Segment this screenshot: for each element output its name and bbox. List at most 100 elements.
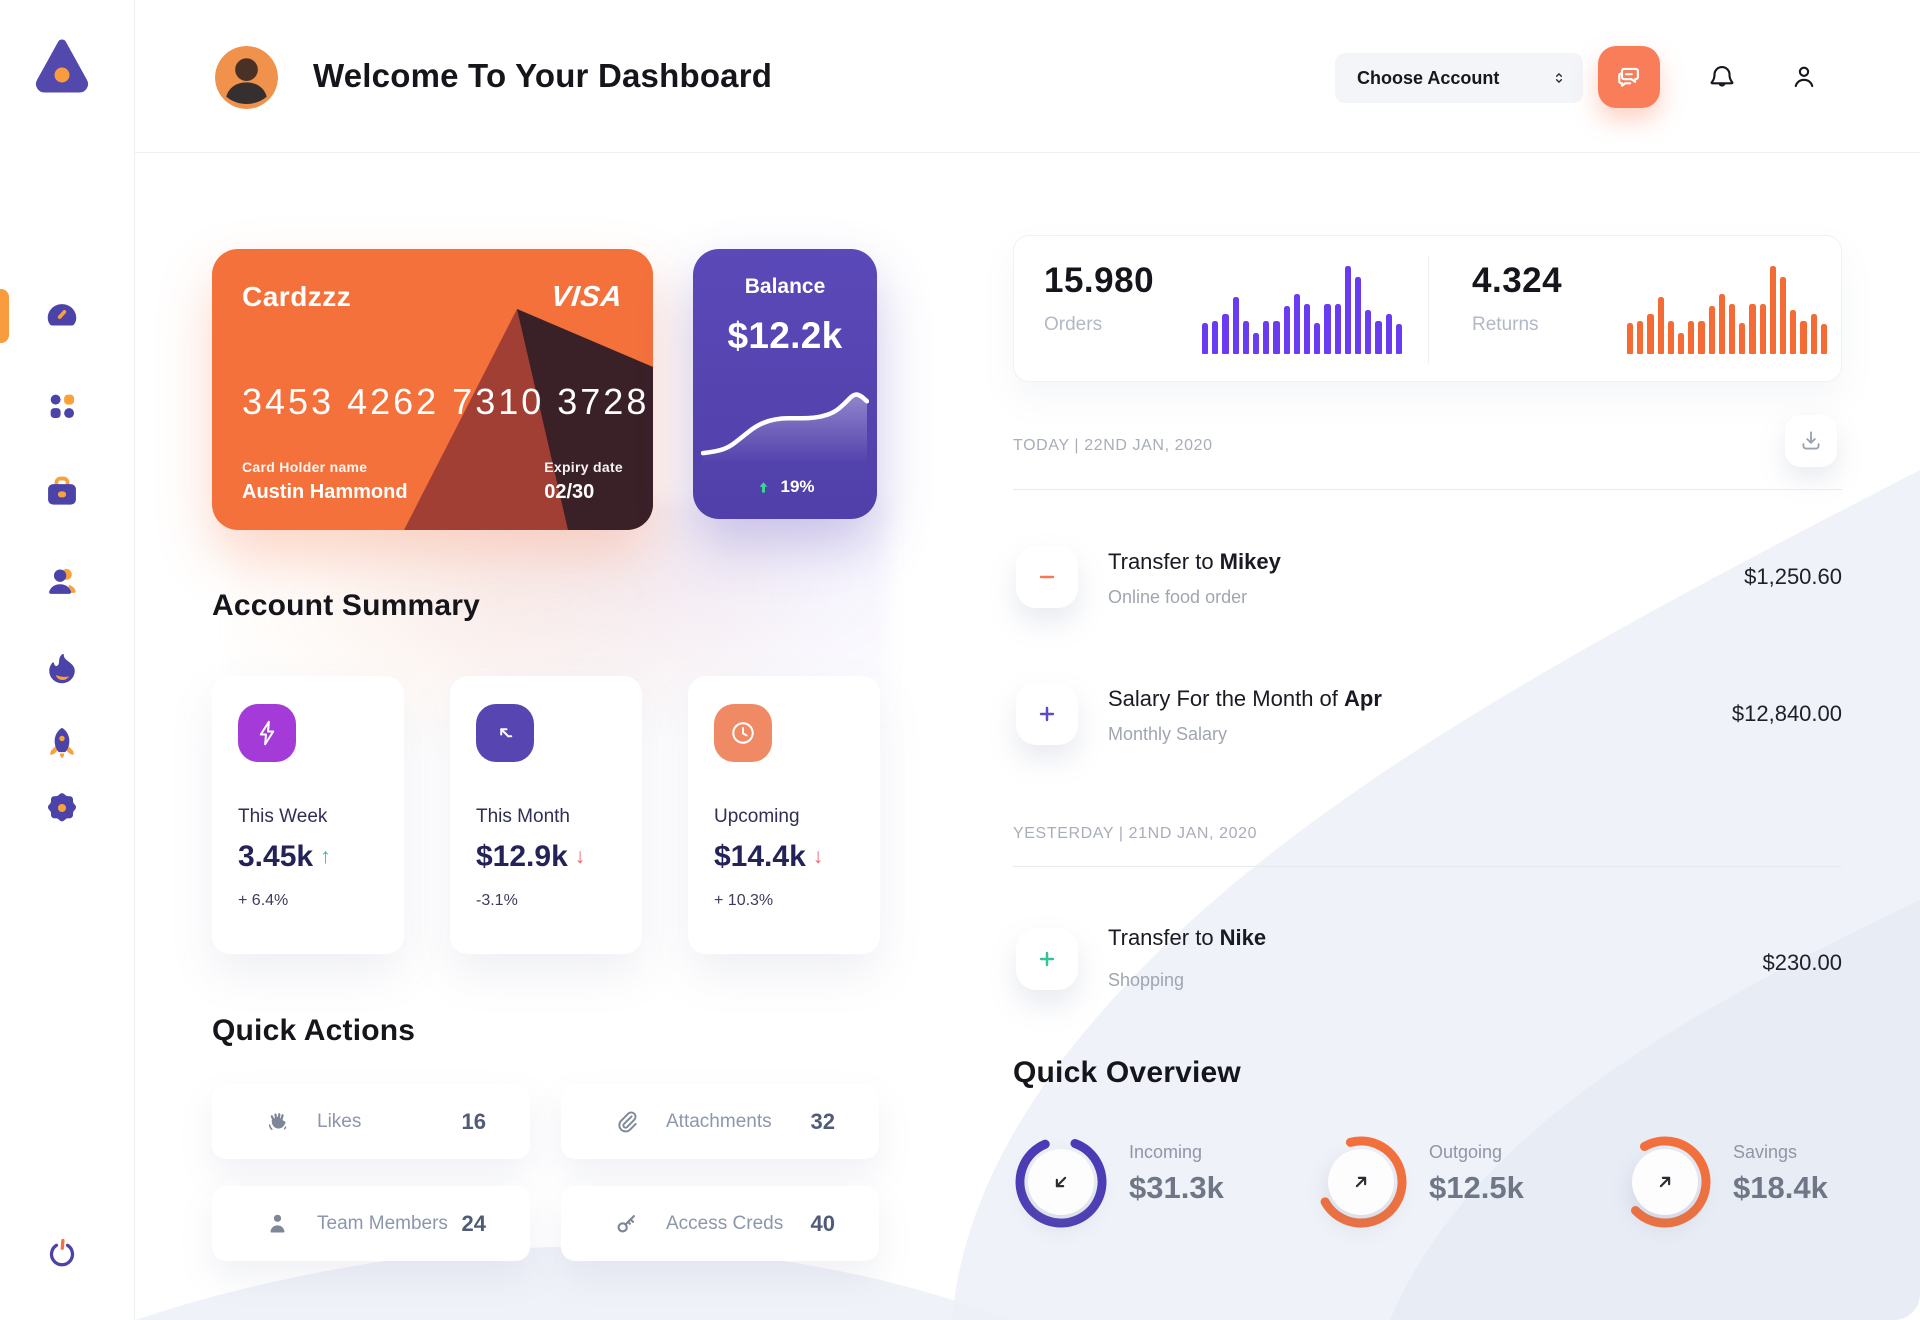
yesterday-date-label: YESTERDAY | 21ND JAN, 2020 bbox=[1013, 825, 1258, 842]
bar bbox=[1242, 320, 1250, 354]
download-icon bbox=[1802, 431, 1820, 450]
outgoing-ring-widget: Outgoing $12.5k bbox=[1311, 1132, 1591, 1242]
lightning-icon bbox=[238, 704, 296, 762]
balance-card[interactable]: Balance $12.2k 19% bbox=[693, 249, 877, 519]
summary-value: $14.4k bbox=[714, 840, 806, 873]
visa-logo: VISA bbox=[549, 281, 625, 313]
ring-label: Incoming bbox=[1129, 1142, 1203, 1162]
bar bbox=[1334, 303, 1341, 354]
bar bbox=[1780, 276, 1787, 354]
bar bbox=[1222, 313, 1229, 354]
minus-icon bbox=[1039, 575, 1055, 579]
bar bbox=[1375, 321, 1382, 354]
bar bbox=[1212, 320, 1219, 354]
transaction-title[interactable]: Transfer to Nike bbox=[1108, 925, 1266, 951]
arrow-up-right-icon bbox=[1659, 1176, 1671, 1188]
card-holder-name: Austin Hammond bbox=[242, 481, 408, 503]
notifications-button[interactable] bbox=[1700, 55, 1744, 99]
transaction-title[interactable]: Salary For the Month of Apr bbox=[1108, 686, 1382, 712]
profile-button[interactable] bbox=[1782, 55, 1826, 99]
sidebar-item-work[interactable] bbox=[38, 468, 86, 516]
balance-trend-chart bbox=[701, 392, 869, 463]
bar bbox=[1800, 321, 1807, 354]
page-title: Welcome To Your Dashboard bbox=[313, 57, 773, 94]
sidebar-item-activity[interactable] bbox=[38, 645, 86, 693]
quick-overview-heading: Quick Overview bbox=[1013, 1056, 1241, 1089]
transaction-amount: $230.00 bbox=[1762, 950, 1842, 975]
clap-icon bbox=[268, 1113, 287, 1130]
quick-action-access-creds[interactable]: Access Creds 40 bbox=[561, 1186, 879, 1261]
power-icon bbox=[49, 1238, 75, 1267]
summary-label: This Week bbox=[238, 806, 328, 827]
account-summary-heading: Account Summary bbox=[212, 589, 481, 622]
bar bbox=[1667, 320, 1675, 354]
sidebar-item-team[interactable] bbox=[38, 558, 86, 606]
transaction-subtitle: Online food order bbox=[1108, 587, 1248, 607]
quick-action-likes[interactable]: Likes 16 bbox=[212, 1084, 530, 1159]
arrow-down-left-icon bbox=[1055, 1176, 1067, 1188]
orders-label: Orders bbox=[1044, 314, 1103, 335]
person-icon bbox=[1794, 66, 1814, 88]
sidebar-item-settings[interactable] bbox=[38, 784, 86, 832]
up-arrow-icon bbox=[760, 481, 768, 492]
bar bbox=[1678, 332, 1685, 354]
bar bbox=[1769, 266, 1777, 354]
quick-action-count: 32 bbox=[810, 1108, 835, 1134]
account-select[interactable]: Choose Account bbox=[1335, 53, 1583, 103]
card-number: 3453 4262 7310 3728 bbox=[242, 381, 650, 422]
bar bbox=[1202, 323, 1209, 354]
quick-action-label: Access Creds bbox=[666, 1212, 784, 1234]
card-holder-label: Card Holder name bbox=[242, 459, 368, 475]
download-button[interactable] bbox=[1785, 415, 1837, 467]
orders-value: 15.980 bbox=[1044, 261, 1155, 300]
card-decoration bbox=[404, 309, 653, 530]
balance-label: Balance bbox=[744, 275, 826, 298]
bar bbox=[1739, 323, 1746, 354]
ring-inner-disc bbox=[1028, 1149, 1094, 1215]
sidebar-item-apps[interactable] bbox=[38, 382, 86, 430]
ring-value: $31.3k bbox=[1129, 1170, 1224, 1205]
rocket-icon bbox=[50, 727, 74, 758]
bar bbox=[1729, 303, 1736, 354]
chat-icon bbox=[1618, 67, 1639, 87]
quick-action-team-members[interactable]: Team Members 24 bbox=[212, 1186, 530, 1261]
bar bbox=[1273, 321, 1280, 354]
bar bbox=[1395, 324, 1403, 354]
transaction-title-bold: Mikey bbox=[1219, 549, 1281, 574]
summary-label: This Month bbox=[476, 806, 570, 827]
transaction-amount: $12,840.00 bbox=[1731, 701, 1842, 726]
flame-icon bbox=[49, 653, 75, 684]
transaction-sign bbox=[1016, 683, 1078, 745]
logout-button[interactable] bbox=[38, 1230, 86, 1278]
sidebar-item-launch[interactable] bbox=[38, 719, 86, 767]
trend-arrow-icon bbox=[476, 704, 534, 762]
user-avatar[interactable] bbox=[215, 46, 278, 109]
summary-percent: -3.1% bbox=[476, 892, 518, 909]
quick-actions-heading: Quick Actions bbox=[212, 1014, 416, 1047]
quick-action-attachments[interactable]: Attachments 32 bbox=[561, 1084, 879, 1159]
gear-icon bbox=[47, 793, 77, 822]
plus-icon bbox=[1039, 951, 1055, 967]
trend-up-icon: ↑ bbox=[320, 845, 331, 868]
card-expiry: Expiry date 02/30 bbox=[544, 459, 623, 504]
key-icon bbox=[617, 1215, 635, 1233]
transaction-subtitle: Shopping bbox=[1108, 970, 1185, 990]
transaction-amount: $1,250.60 bbox=[1744, 564, 1842, 589]
ring-value: $18.4k bbox=[1733, 1170, 1828, 1205]
transaction-title[interactable]: Transfer to Mikey bbox=[1108, 549, 1281, 575]
credit-card[interactable]: Cardzzz VISA 3453 4262 7310 3728 Card Ho… bbox=[212, 249, 653, 530]
arrow-up-right-icon bbox=[1355, 1176, 1367, 1188]
divider bbox=[1013, 866, 1842, 867]
bar bbox=[1344, 266, 1352, 354]
bar bbox=[1263, 321, 1270, 354]
bar bbox=[1637, 320, 1644, 354]
incoming-ring-widget: Incoming $31.3k bbox=[1011, 1132, 1291, 1242]
sidebar-item-dashboard[interactable] bbox=[38, 292, 86, 340]
messages-button[interactable] bbox=[1598, 46, 1660, 108]
header: Welcome To Your Dashboard Choose Account bbox=[135, 0, 1920, 153]
bar bbox=[1749, 303, 1756, 354]
transaction-subtitle: Monthly Salary bbox=[1108, 724, 1228, 744]
quick-action-count: 40 bbox=[810, 1210, 835, 1236]
avatar-photo bbox=[215, 46, 278, 109]
